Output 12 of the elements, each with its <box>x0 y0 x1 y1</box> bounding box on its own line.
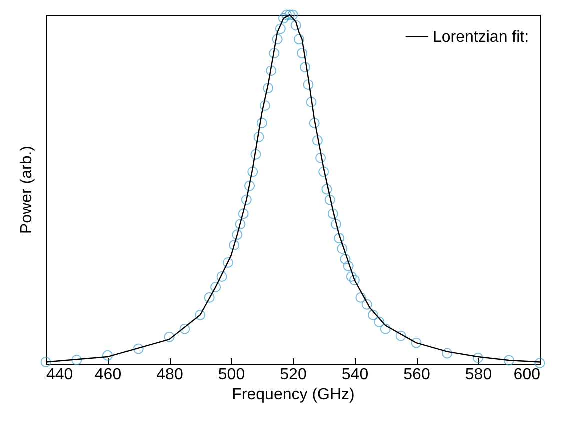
legend-label: Lorentzian fit: <box>433 29 530 46</box>
x-tick-label: 540 <box>342 366 369 384</box>
x-tick-label: 600 <box>514 366 541 384</box>
x-tick-label: 440 <box>46 366 74 384</box>
x-tick-label: 560 <box>404 366 430 384</box>
x-axis-title: Frequency (GHz) <box>232 386 355 404</box>
x-tick-label: 480 <box>156 366 184 384</box>
y-axis-title: Power (arb.) <box>18 146 36 234</box>
x-tick-label: 500 <box>218 366 246 384</box>
x-tick-label: 460 <box>94 366 122 384</box>
x-tick-label: 580 <box>465 366 492 384</box>
x-tick-label: 520 <box>280 366 307 384</box>
